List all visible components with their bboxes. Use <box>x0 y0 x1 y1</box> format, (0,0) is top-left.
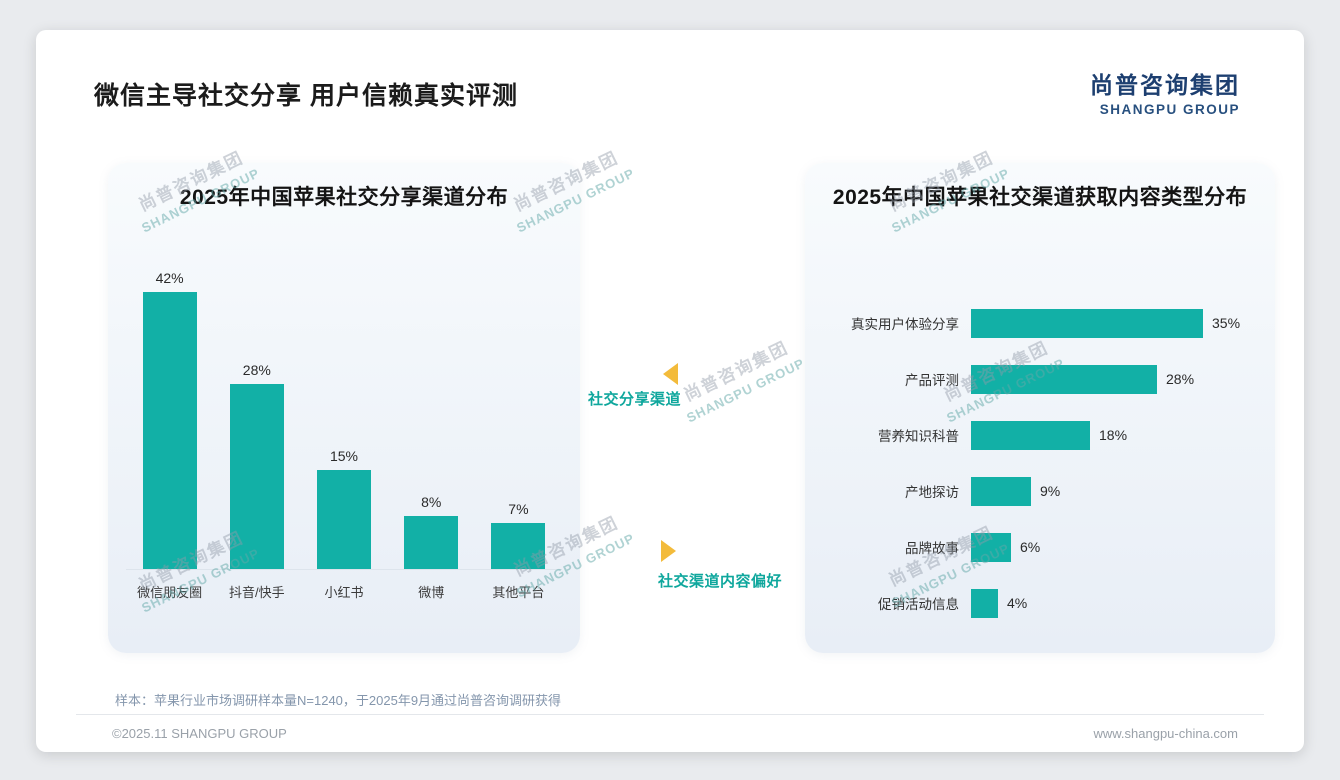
bar-category: 微信朋友圈 <box>137 585 203 600</box>
watermark: 尚普咨询集团 SHANGPU GROUP <box>674 334 808 427</box>
bar <box>971 588 998 618</box>
footer-website: www.shangpu-china.com <box>1093 726 1238 741</box>
left-chart-labels: 微信朋友圈 抖音/快手 小红书 微博 其他平台 <box>126 570 562 601</box>
right-chart-title: 2025年中国苹果社交渠道获取内容类型分布 <box>832 186 1248 209</box>
bar-column: 42% <box>126 270 213 569</box>
bar-row: 品牌故事 6% <box>805 519 1275 575</box>
right-chart-rows: 真实用户体验分享 35% 产品评测 28% 营养知识科普 18% 产地探访 9% 品牌故事 6% 促… <box>805 295 1275 631</box>
bar-value: 18% <box>1099 427 1128 443</box>
bar-value: 7% <box>508 501 529 517</box>
bar <box>229 384 284 569</box>
left-chart-plot: 42% 28% 15% 8% 7% <box>126 225 562 570</box>
bar-column: 8% <box>388 494 475 569</box>
bar <box>971 364 1157 394</box>
right-chart-panel: 2025年中国苹果社交渠道获取内容类型分布 真实用户体验分享 35% 产品评测 28%… <box>805 163 1275 653</box>
bar-value: 15% <box>329 448 359 464</box>
bar <box>971 308 1203 338</box>
bar-category: 营养知识科普 <box>878 429 959 444</box>
sample-footnote: 样本：苹果行业市场调研样本量N=1240，于2025年9月通过尚普咨询调研获得 <box>115 693 562 708</box>
arrow-right-icon <box>661 540 676 562</box>
left-chart-title: 2025年中国苹果社交分享渠道分布 <box>179 186 509 209</box>
bar-column: 28% <box>213 362 300 569</box>
bar-category: 其他平台 <box>492 585 545 600</box>
left-chart-panel: 2025年中国苹果社交分享渠道分布 42% 28% 15% 8% 7% 微信朋友圈 抖音/… <box>108 163 580 653</box>
bar-row: 产地探访 9% <box>805 463 1275 519</box>
bar-value: 28% <box>1166 371 1195 387</box>
bar-value: 4% <box>1007 595 1028 611</box>
bar-row: 促销活动信息 4% <box>805 575 1275 631</box>
bar-category: 促销活动信息 <box>878 597 959 612</box>
bar <box>971 420 1090 450</box>
logo-text-cn: 尚普咨询集团 <box>1090 72 1240 98</box>
bar <box>317 470 371 569</box>
content-preference-label: 社交渠道内容偏好 <box>658 573 783 590</box>
watermark-text-en: SHANGPU GROUP <box>684 355 807 426</box>
watermark-text-cn: 尚普咨询集团 <box>680 337 792 406</box>
bar <box>971 476 1031 506</box>
bar-category: 真实用户体验分享 <box>851 317 959 332</box>
bar-value: 35% <box>1212 315 1241 331</box>
logo-text-en: SHANGPU GROUP <box>1099 102 1240 117</box>
bar-row: 真实用户体验分享 35% <box>805 295 1275 351</box>
slide-card: 微信主导社交分享 用户信赖真实评测 尚普咨询集团 SHANGPU GROUP 2… <box>36 30 1304 752</box>
bar <box>971 532 1011 562</box>
bar-value: 28% <box>242 362 271 378</box>
bar-value: 8% <box>421 494 442 510</box>
footer-copyright: ©2025.11 SHANGPU GROUP <box>112 726 287 741</box>
bar-column: 15% <box>300 448 387 569</box>
bar-row: 营养知识科普 18% <box>805 407 1275 463</box>
bar-column: 7% <box>475 501 562 569</box>
bar-row: 产品评测 28% <box>805 351 1275 407</box>
bar-category: 抖音/快手 <box>228 585 285 600</box>
bar-value: 42% <box>155 270 184 286</box>
footer-divider <box>76 714 1264 715</box>
share-channel-label: 社交分享渠道 <box>588 391 682 408</box>
page-title: 微信主导社交分享 用户信赖真实评测 <box>94 82 518 110</box>
bar <box>404 516 459 569</box>
bar-value: 6% <box>1020 539 1041 555</box>
bar-category: 产地探访 <box>905 485 959 500</box>
company-logo: 尚普咨询集团 SHANGPU GROUP <box>1090 66 1240 117</box>
bar-value: 9% <box>1040 483 1061 499</box>
bar-category: 产品评测 <box>905 373 959 388</box>
arrow-left-icon <box>663 363 678 385</box>
bar <box>491 523 546 569</box>
bar-category: 品牌故事 <box>905 541 959 556</box>
bar-category: 微博 <box>418 585 445 600</box>
bar-category: 小红书 <box>324 585 364 600</box>
bar <box>142 292 197 569</box>
